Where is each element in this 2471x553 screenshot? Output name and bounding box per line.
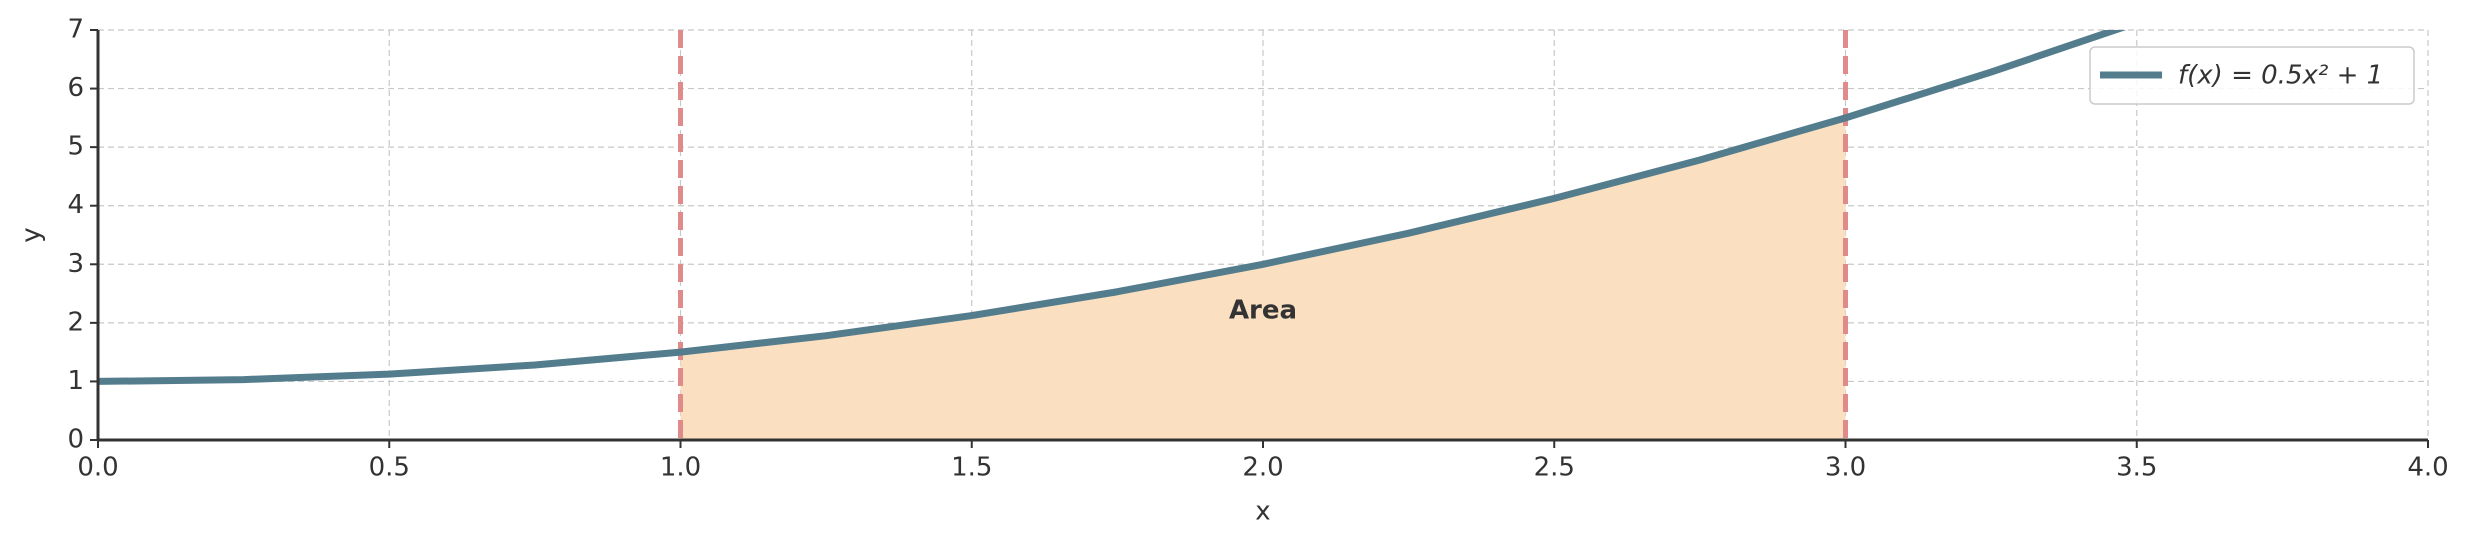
y-tick-label: 3 <box>67 249 84 279</box>
y-tick-label: 2 <box>67 307 84 337</box>
legend-label: f(x) = 0.5x² + 1 <box>2178 61 2383 91</box>
annotation: Area <box>1229 296 1297 326</box>
y-tick-label: 0 <box>67 425 84 455</box>
y-tick-label: 1 <box>67 366 84 396</box>
y-tick-label: 6 <box>67 73 84 103</box>
legend-box <box>2089 46 2415 105</box>
y-tick-label: 7 <box>67 15 84 45</box>
line-series <box>98 30 2127 385</box>
x-tick-label: 1.0 <box>660 453 701 483</box>
y-tick-label: 5 <box>67 132 84 162</box>
x-tick-label: 2.5 <box>1534 453 1575 483</box>
x-tick-label: 0.0 <box>77 453 118 483</box>
x-tick-label: 1.5 <box>951 453 992 483</box>
x-tick-label: 3.5 <box>2116 453 2157 483</box>
x-axis-label: x <box>1255 497 1270 527</box>
y-axis-label: y <box>17 227 47 242</box>
x-tick-label: 2.0 <box>1242 453 1283 483</box>
x-tick-label: 0.5 <box>369 453 410 483</box>
y-tick-label: 4 <box>67 190 84 220</box>
plot-area <box>98 30 2127 440</box>
x-tick-label: 4.0 <box>2407 453 2448 483</box>
x-tick-label: 3.0 <box>1825 453 1866 483</box>
